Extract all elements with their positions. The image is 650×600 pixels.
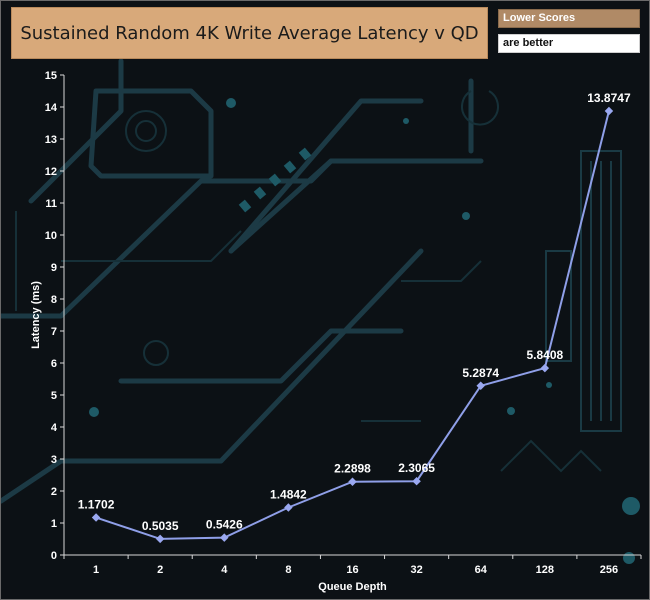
chart-axes (63, 75, 641, 556)
y-tick-label: 15 (45, 70, 57, 82)
x-tick-label: 1 (93, 564, 99, 576)
series-markers (91, 106, 614, 544)
legend-note-text-2: are better (503, 37, 554, 49)
data-point-marker (348, 477, 357, 486)
x-tick-label: 256 (600, 564, 618, 576)
data-point-marker (155, 534, 165, 544)
y-tick-label: 2 (51, 486, 57, 498)
y-tick-label: 14 (45, 102, 58, 114)
x-tick-label: 4 (221, 564, 228, 576)
x-axis-ticks: 1 2 4 8 16 32 64 128 256 (63, 555, 642, 576)
x-axis-title: Queue Depth (318, 581, 387, 593)
data-label: 5.8408 (526, 348, 563, 362)
data-label: 2.2898 (334, 462, 371, 476)
y-tick-label: 13 (45, 134, 57, 146)
x-tick-label: 16 (346, 564, 358, 576)
data-point-marker (91, 513, 101, 522)
y-tick-label: 3 (51, 454, 57, 466)
data-point-marker (412, 476, 421, 486)
data-point-marker (220, 533, 229, 542)
data-label: 5.2874 (462, 366, 499, 380)
legend-note-line1: Lower Scores (498, 9, 640, 28)
data-point-marker (540, 363, 550, 373)
y-tick-label: 4 (51, 422, 58, 434)
x-tick-label: 2 (157, 564, 163, 576)
y-tick-label: 9 (51, 262, 57, 274)
data-label: 0.5035 (142, 519, 179, 533)
data-point-marker (476, 381, 485, 391)
x-tick-label: 64 (475, 564, 488, 576)
y-tick-label: 12 (45, 166, 57, 178)
data-label: 0.5426 (206, 518, 243, 532)
x-tick-label: 32 (410, 564, 422, 576)
y-tick-label: 6 (51, 358, 57, 370)
y-tick-label: 11 (45, 198, 57, 210)
legend-note-line2: are better (498, 34, 640, 53)
data-label: 13.8747 (587, 91, 631, 105)
x-tick-label: 8 (285, 564, 291, 576)
y-tick-label: 5 (51, 390, 57, 402)
data-label: 1.4842 (270, 488, 307, 502)
data-label: 2.3065 (398, 461, 435, 475)
y-tick-label: 7 (51, 326, 57, 338)
y-tick-label: 8 (51, 294, 57, 306)
data-labels: 1.1702 0.5035 0.5426 1.4842 2.2898 2.3065 5.28… (78, 91, 631, 533)
data-point-marker (284, 503, 293, 512)
chart-title-box: Sustained Random 4K Write Average Latenc… (11, 7, 488, 59)
y-tick-label: 0 (51, 550, 57, 562)
data-point-marker (604, 106, 614, 116)
data-label: 1.1702 (78, 498, 115, 512)
y-axis-title: Latency (ms) (30, 281, 42, 349)
y-tick-label: 1 (51, 518, 57, 530)
legend-note-text-1: Lower Scores (503, 12, 576, 24)
chart-title: Sustained Random 4K Write Average Latenc… (20, 22, 479, 44)
x-tick-label: 128 (536, 564, 554, 576)
y-tick-label: 10 (45, 230, 57, 242)
